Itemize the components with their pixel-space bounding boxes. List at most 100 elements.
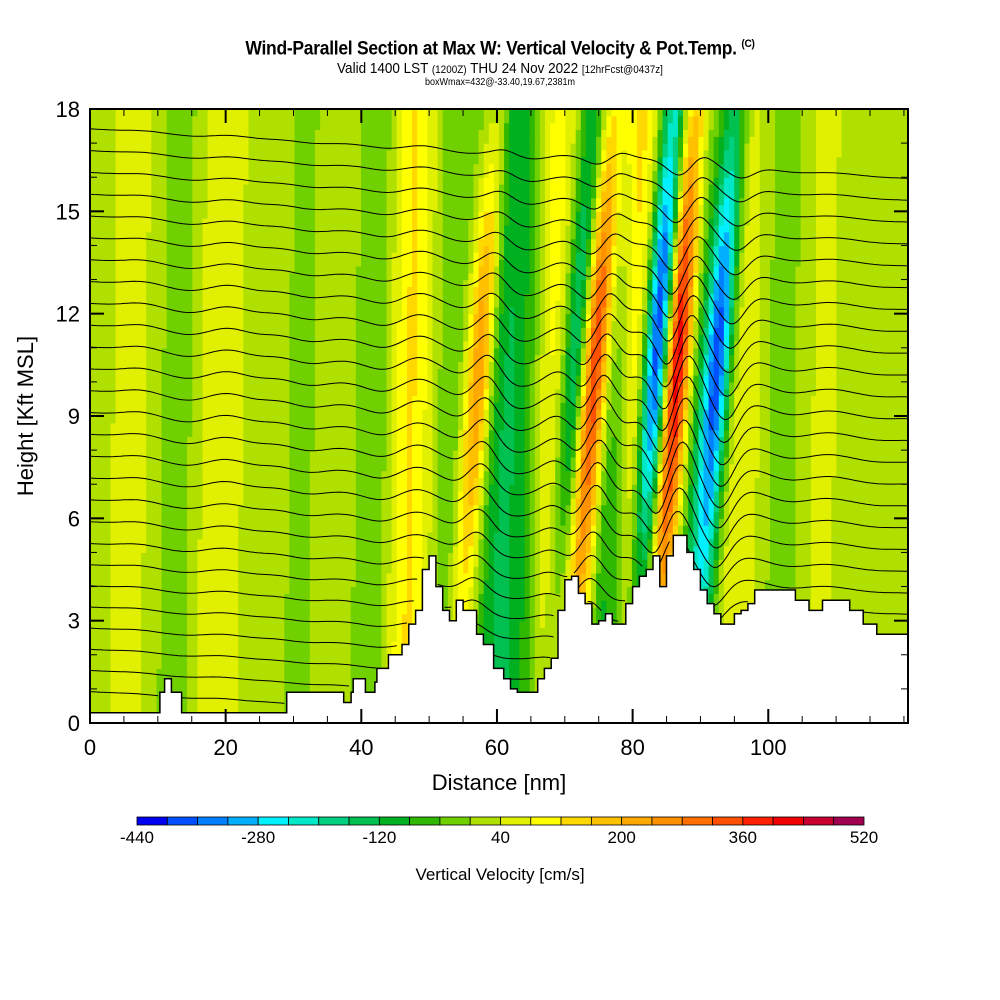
field-cell — [458, 429, 464, 437]
field-cell — [315, 381, 357, 390]
field-cell — [483, 313, 490, 322]
field-cell — [770, 456, 797, 465]
field-cell — [637, 538, 643, 547]
field-cell — [626, 416, 638, 424]
field-cell — [468, 436, 474, 444]
field-cell — [560, 511, 567, 519]
field-cell — [483, 218, 495, 226]
field-cell — [759, 443, 771, 451]
field-cell — [473, 306, 480, 315]
field-cell — [453, 572, 459, 581]
field-cell — [146, 231, 168, 240]
field-cell — [202, 416, 244, 424]
field-cell — [187, 456, 203, 465]
field-cell — [703, 381, 710, 390]
field-cell — [560, 436, 567, 444]
field-cell — [770, 388, 797, 397]
field-cell — [570, 477, 577, 485]
field-cell — [601, 552, 618, 560]
field-cell — [90, 368, 117, 376]
field-cell — [432, 259, 444, 267]
field-cell — [575, 218, 582, 226]
field-cell — [192, 272, 204, 281]
field-cell — [703, 313, 710, 322]
field-cell — [616, 600, 623, 608]
field-cell — [499, 456, 515, 465]
field-cell — [570, 552, 577, 560]
field-cell — [483, 545, 490, 553]
field-cell — [478, 238, 495, 246]
field-cell — [483, 300, 490, 308]
field-cell — [642, 252, 648, 260]
field-cell — [493, 545, 510, 553]
field-cell — [315, 409, 357, 417]
field-cell — [519, 682, 531, 690]
field-cell — [422, 422, 434, 431]
field-cell — [647, 381, 653, 390]
field-cell — [463, 443, 469, 451]
field-cell — [483, 538, 490, 547]
field-cell — [734, 300, 740, 308]
field-cell — [759, 422, 771, 431]
field-cell — [463, 456, 469, 465]
field-cell — [580, 293, 587, 301]
field-cell — [432, 497, 439, 506]
field-cell — [662, 450, 669, 458]
field-cell — [289, 545, 311, 553]
field-cell — [187, 586, 198, 594]
field-cell — [483, 422, 490, 431]
field-cell — [560, 272, 567, 281]
field-cell — [110, 607, 142, 615]
field-cell — [621, 463, 628, 472]
field-cell — [677, 388, 684, 397]
field-cell — [166, 334, 193, 342]
field-cell — [616, 279, 628, 287]
field-cell — [836, 286, 908, 294]
field-cell — [483, 586, 495, 594]
field-cell — [729, 327, 735, 335]
field-cell — [90, 566, 112, 574]
field-cell — [596, 422, 602, 431]
field-cell — [616, 259, 633, 267]
field-cell — [141, 641, 163, 649]
field-cell — [458, 579, 474, 588]
field-cell — [115, 347, 147, 356]
field-cell — [192, 245, 204, 253]
field-cell — [606, 334, 613, 342]
field-cell — [662, 341, 669, 349]
field-cell — [601, 477, 607, 485]
field-cell — [688, 218, 694, 226]
field-cell — [560, 286, 567, 294]
field-cell — [831, 613, 908, 622]
field-cell — [816, 354, 837, 362]
field-cell — [493, 600, 510, 608]
field-cell — [458, 566, 464, 574]
field-cell — [146, 504, 163, 513]
field-cell — [647, 532, 653, 540]
field-cell — [759, 354, 771, 362]
field-cell — [637, 436, 643, 444]
field-cell — [580, 579, 587, 588]
field-cell — [391, 538, 398, 547]
field-cell — [468, 409, 474, 417]
field-cell — [575, 300, 582, 308]
field-cell — [662, 272, 669, 281]
field-cell — [146, 238, 168, 246]
field-cell — [698, 354, 705, 362]
field-cell — [407, 525, 413, 533]
field-cell — [437, 497, 454, 506]
field-cell — [478, 422, 485, 431]
field-cell — [591, 231, 597, 240]
field-cell — [156, 668, 188, 676]
field-cell — [197, 538, 239, 547]
field-cell — [672, 272, 679, 281]
field-cell — [739, 279, 745, 287]
field-cell — [729, 409, 735, 417]
field-cell — [616, 436, 623, 444]
field-cell — [591, 395, 597, 403]
field-cell — [289, 511, 311, 519]
field-cell — [591, 518, 597, 526]
field-cell — [545, 225, 551, 233]
field-cell — [483, 504, 490, 513]
field-cell — [417, 375, 428, 383]
